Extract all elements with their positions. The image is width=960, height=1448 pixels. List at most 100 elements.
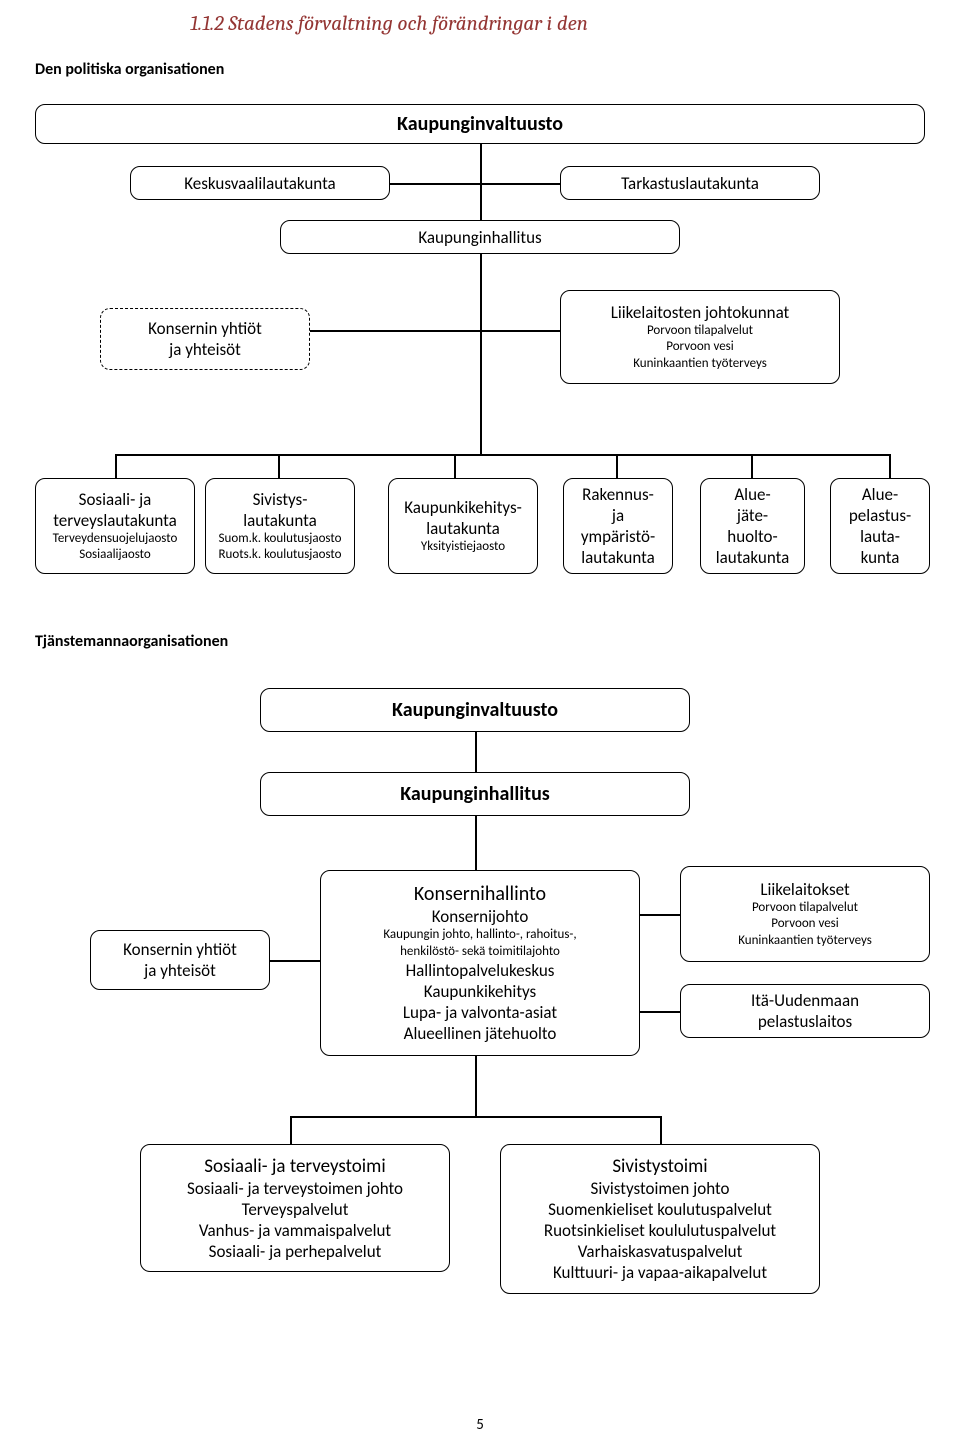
c1-line bbox=[115, 454, 890, 456]
label: Kaupunginhallitus bbox=[400, 782, 550, 806]
c1-node-valtuusto: Kaupunginvaltuusto bbox=[35, 104, 925, 144]
label: Kaupunkikehitys- bbox=[404, 497, 522, 518]
label: Kaupunginhallitus bbox=[418, 227, 541, 248]
c2-node-hallitus: Kaupunginhallitus bbox=[260, 772, 690, 816]
label: Suom.k. koulutusjaosto bbox=[219, 531, 342, 547]
label: Terveydensuojelujaosto bbox=[53, 531, 178, 547]
label: Alue- bbox=[862, 484, 898, 505]
c1-line bbox=[751, 454, 753, 478]
label: lautakunta bbox=[426, 518, 499, 539]
label: lauta- bbox=[860, 526, 900, 547]
label: Yksityistiejaosto bbox=[421, 539, 505, 555]
c1-b6: Alue- pelastus- lauta- kunta bbox=[830, 478, 930, 574]
label: Terveyspalvelut bbox=[242, 1199, 349, 1220]
label: Lupa- ja valvonta-asiat bbox=[403, 1002, 557, 1023]
c2-line bbox=[475, 732, 477, 772]
c2-b2: Sivistystoimi Sivistystoimen johto Suome… bbox=[500, 1144, 820, 1294]
label: kunta bbox=[861, 547, 900, 568]
c1-line bbox=[889, 454, 891, 478]
c2-line bbox=[270, 960, 320, 962]
label: Porvoon vesi bbox=[771, 916, 838, 932]
c2-line bbox=[475, 1056, 477, 1116]
c1-line bbox=[480, 254, 482, 330]
label: Konsernin yhtiöt bbox=[123, 939, 237, 960]
c2-line bbox=[290, 1116, 660, 1118]
section-title: 1.1.2 Stadens förvaltning och förändring… bbox=[190, 12, 588, 36]
label: Vanhus- ja vammaispalvelut bbox=[199, 1220, 391, 1241]
c1-line bbox=[616, 454, 618, 478]
c2-b1: Sosiaali- ja terveystoimi Sosiaali- ja t… bbox=[140, 1144, 450, 1272]
label: Konsernin yhtiöt bbox=[148, 318, 262, 339]
c2-line bbox=[640, 1011, 680, 1013]
label: terveyslautakunta bbox=[53, 510, 177, 531]
label: jäte- bbox=[737, 505, 768, 526]
label: Keskusvaalilautakunta bbox=[184, 173, 335, 194]
c1-node-tarkastus: Tarkastuslautakunta bbox=[560, 166, 820, 200]
label: ja yhteisöt bbox=[144, 960, 216, 981]
c2-node-pelastuslaitos: Itä-Uudenmaan pelastuslaitos bbox=[680, 984, 930, 1038]
c2-line bbox=[660, 1116, 662, 1144]
label: Sosiaali- ja perhepalvelut bbox=[209, 1241, 382, 1262]
label: Sivistystoimi bbox=[612, 1155, 707, 1178]
label: Tarkastuslautakunta bbox=[621, 173, 759, 194]
label: lautakunta bbox=[243, 510, 316, 531]
label: Hallintopalvelukeskus bbox=[406, 960, 555, 981]
label: Alueellinen jätehuolto bbox=[404, 1023, 557, 1044]
c2-line bbox=[640, 914, 680, 916]
label: Porvoon tilapalvelut bbox=[752, 900, 858, 916]
c2-node-konsernin: Konsernin yhtiöt ja yhteisöt bbox=[90, 930, 270, 990]
label: Kaupunkikehitys bbox=[424, 981, 536, 1002]
label: Kaupunginvaltuusto bbox=[397, 112, 563, 136]
c2-line bbox=[290, 1116, 292, 1144]
c1-b2: Sivistys- lautakunta Suom.k. koulutusjao… bbox=[205, 478, 355, 574]
label: Porvoon tilapalvelut bbox=[647, 323, 753, 339]
c1-b4: Rakennus- ja ympäristö- lautakunta bbox=[563, 478, 673, 574]
label: pelastus- bbox=[849, 505, 911, 526]
label: Kuninkaantien työterveys bbox=[633, 356, 767, 372]
subheader-2: Tjänstemannaorganisationen bbox=[35, 632, 228, 651]
label: henkilöstö- sekä toimitilajohto bbox=[400, 944, 560, 960]
c1-node-liikelaitosten: Liikelaitosten johtokunnat Porvoon tilap… bbox=[560, 290, 840, 384]
c2-line bbox=[475, 816, 477, 870]
c1-node-konsernin: Konsernin yhtiöt ja yhteisöt bbox=[100, 308, 310, 370]
label: Liikelaitosten johtokunnat bbox=[611, 302, 790, 323]
label: lautakunta bbox=[581, 547, 654, 568]
c1-line bbox=[115, 454, 117, 478]
label: Varhaiskasvatuspalvelut bbox=[578, 1241, 743, 1262]
page-number: 5 bbox=[476, 1416, 484, 1434]
c1-line bbox=[480, 330, 482, 454]
label: Kulttuuri- ja vapaa-aikapalvelut bbox=[553, 1262, 767, 1283]
label: Liikelaitokset bbox=[760, 879, 849, 900]
label: ja bbox=[612, 505, 624, 526]
label: Konsernihallinto bbox=[414, 882, 546, 906]
label: Suomenkieliset koulutuspalvelut bbox=[548, 1199, 772, 1220]
c2-node-konsernihallinto: Konsernihallinto Konsernijohto Kaupungin… bbox=[320, 870, 640, 1056]
label: ja yhteisöt bbox=[169, 339, 241, 360]
label: Sosiaali- ja terveystoimi bbox=[204, 1155, 385, 1178]
c1-line bbox=[454, 454, 456, 478]
label: Alue- bbox=[734, 484, 770, 505]
label: lautakunta bbox=[716, 547, 789, 568]
c1-line bbox=[278, 454, 280, 478]
label: Konsernijohto bbox=[432, 906, 529, 927]
label: Sosiaali- ja bbox=[79, 489, 152, 510]
label: Ruotsinkieliset koululutuspalvelut bbox=[544, 1220, 776, 1241]
label: Kaupunginvaltuusto bbox=[392, 698, 558, 722]
c1-b3: Kaupunkikehitys- lautakunta Yksityistiej… bbox=[388, 478, 538, 574]
label: Sosiaali- ja terveystoimen johto bbox=[187, 1178, 403, 1199]
c2-node-valtuusto: Kaupunginvaltuusto bbox=[260, 688, 690, 732]
subheader-1: Den politiska organisationen bbox=[35, 60, 224, 79]
label: Rakennus- bbox=[582, 484, 654, 505]
label: Kaupungin johto, hallinto-, rahoitus-, bbox=[383, 927, 576, 943]
label: Sivistys- bbox=[253, 489, 308, 510]
label: Sosiaalijaosto bbox=[79, 547, 151, 563]
c2-node-liikelaitokset: Liikelaitokset Porvoon tilapalvelut Porv… bbox=[680, 866, 930, 962]
label: Ruots.k. koulutusjaosto bbox=[218, 547, 341, 563]
c1-node-hallitus: Kaupunginhallitus bbox=[280, 220, 680, 254]
label: ympäristö- bbox=[581, 526, 655, 547]
c1-b5: Alue- jäte- huolto- lautakunta bbox=[700, 478, 805, 574]
c1-line bbox=[310, 330, 560, 332]
c1-line bbox=[390, 183, 560, 185]
label: pelastuslaitos bbox=[758, 1011, 852, 1032]
label: Porvoon vesi bbox=[666, 339, 733, 355]
